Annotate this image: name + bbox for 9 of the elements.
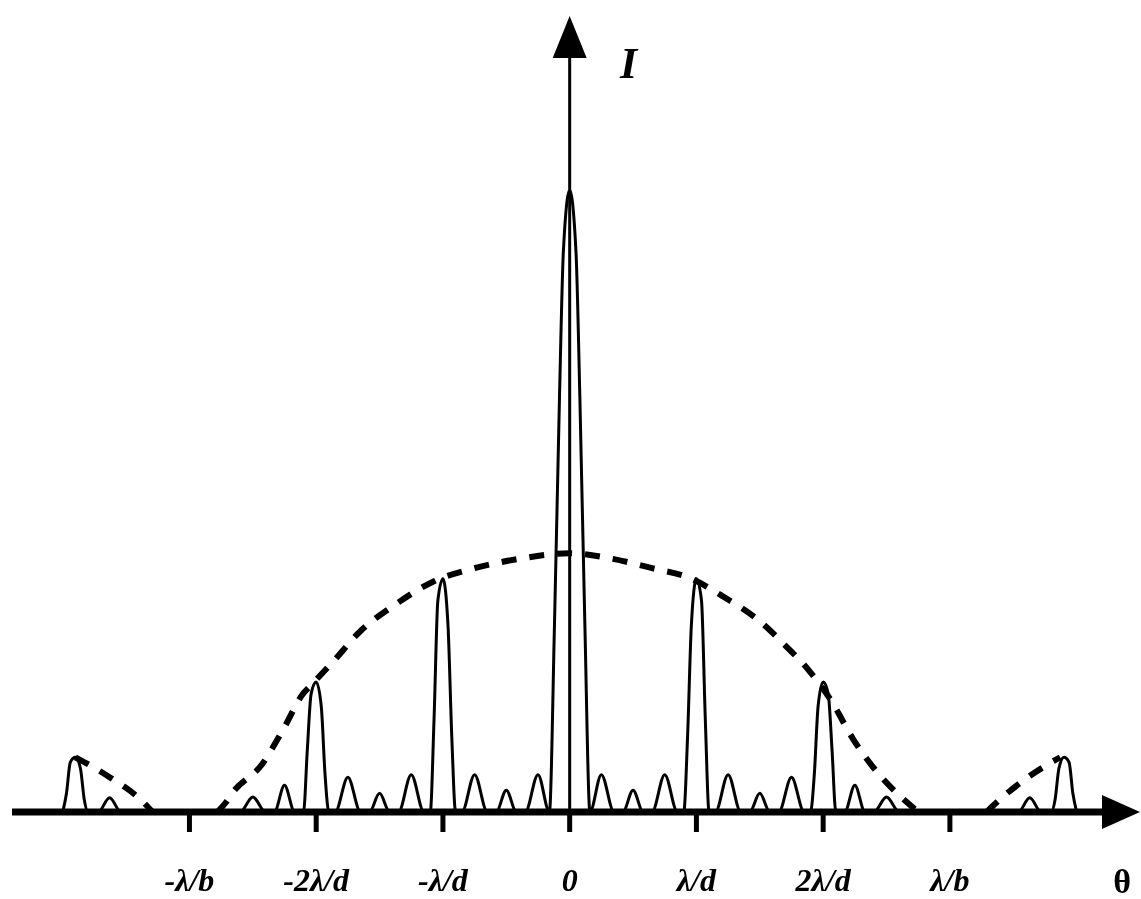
x-tick-label: -2λ/d	[283, 862, 351, 898]
x-tick-label: λ/d	[674, 862, 717, 898]
x-tick-label: λ/b	[928, 862, 970, 898]
x-tick-label: -λ/b	[164, 862, 215, 898]
x-tick-label: 2λ/d	[794, 862, 852, 898]
y-axis-title: I	[619, 39, 640, 88]
x-axis-title: θ	[1113, 863, 1131, 899]
x-tick-label: -λ/d	[418, 862, 469, 898]
x-tick-label: 0	[561, 862, 578, 898]
